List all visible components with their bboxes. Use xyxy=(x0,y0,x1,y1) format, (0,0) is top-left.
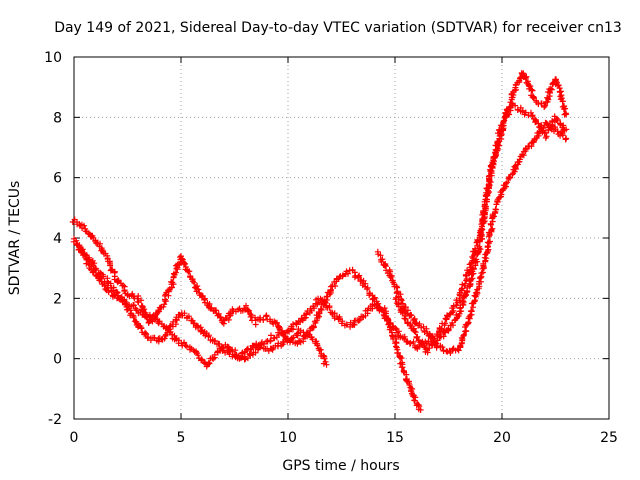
series-track-c xyxy=(374,119,570,356)
x-tick-label: 0 xyxy=(70,430,79,446)
series-track-d xyxy=(74,241,330,370)
data-point-markers xyxy=(74,241,330,370)
axis-ticks: 0 5 10 15 20 25 -2 0 2 4 6 8 10 xyxy=(44,50,618,446)
data-point-markers xyxy=(374,119,570,356)
data-point-markers xyxy=(69,70,570,352)
series-track-b xyxy=(70,235,424,413)
x-tick-label: 5 xyxy=(177,430,186,446)
y-tick-label: 10 xyxy=(44,50,62,66)
y-tick-label: 0 xyxy=(53,352,62,368)
y-axis-label: SDTVAR / TECUs xyxy=(7,181,23,296)
x-tick-label: 20 xyxy=(493,430,511,446)
grid xyxy=(74,57,609,419)
x-tick-label: 10 xyxy=(279,430,297,446)
y-tick-label: 6 xyxy=(53,171,62,187)
y-tick-label: 4 xyxy=(53,231,62,247)
series-track-e xyxy=(392,100,570,356)
data-marks xyxy=(69,70,570,413)
data-point-markers xyxy=(70,235,424,413)
y-tick-label: 2 xyxy=(53,291,62,307)
series-track-a xyxy=(69,70,570,352)
x-axis-label: GPS time / hours xyxy=(282,458,399,474)
y-tick-label: 8 xyxy=(53,110,62,126)
y-tick-label: -2 xyxy=(48,412,62,428)
x-tick-label: 25 xyxy=(600,430,618,446)
data-point-markers xyxy=(392,100,570,356)
chart-title: Day 149 of 2021, Sidereal Day-to-day VTE… xyxy=(54,20,622,36)
x-tick-label: 15 xyxy=(386,430,404,446)
